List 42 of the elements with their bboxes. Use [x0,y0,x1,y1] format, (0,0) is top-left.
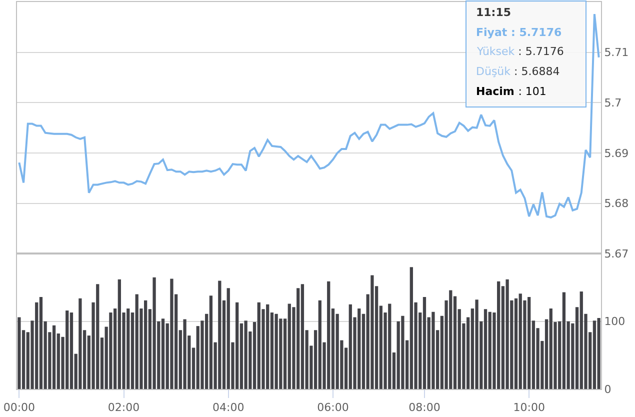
annotation: Yüksek : 5.7176 [476,45,564,58]
y-tick-label: 5.7 [604,96,622,110]
bar [506,279,509,389]
bar [300,284,304,389]
bar [18,317,21,389]
annotation: Düşük : 5.6884 [476,65,560,78]
bar [170,278,174,389]
bar [78,298,82,389]
bar [370,275,374,389]
bar [432,312,435,389]
annotation: 11:15 [476,6,512,19]
bar [152,277,156,389]
x-tick-label: 04:00 [212,401,244,414]
y-tick-label: 5.71 [604,46,629,60]
bar [401,316,404,389]
bar [161,318,165,389]
bar [597,318,600,389]
bar [475,300,478,389]
bar [39,296,43,389]
x-tick-label: 10:00 [513,401,545,414]
bar [484,309,488,389]
y-tick-label: 5.68 [604,197,629,210]
bar [209,296,213,389]
y-tick-label: 0 [604,382,612,396]
bar [562,292,566,389]
bar [52,325,56,389]
bar [422,296,426,389]
bar [109,312,112,389]
y-tick-label: 5.69 [604,146,629,160]
x-tick-label: 06:00 [317,401,349,414]
y-tick-label: 100 [604,315,626,328]
x-tick-label: 02:00 [108,401,140,414]
y-tick-label: 5.67 [604,248,629,260]
bar [70,312,74,389]
annotation: Hacim : 101 [476,85,546,98]
x-tick-label: 08:00 [408,401,440,414]
bar [274,314,278,389]
bar [183,319,186,389]
annotation: Fiyat : 5.7176 [476,26,562,39]
bar [244,320,248,389]
bar [592,320,596,389]
x-tick-label: 00:00 [3,401,36,414]
